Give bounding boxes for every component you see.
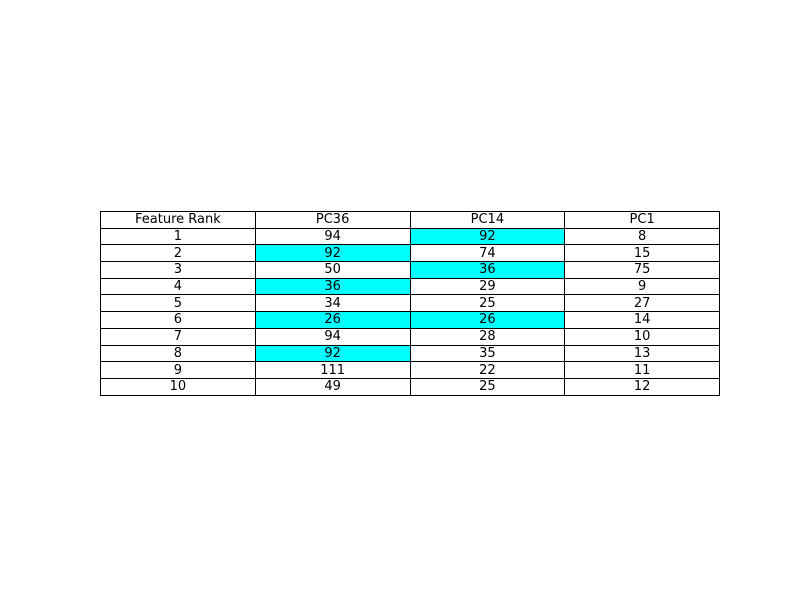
- table-row: 8 92 35 13: [100, 344, 720, 363]
- table-cell-pc36-row-10: 49: [254, 377, 411, 396]
- table-cell-pc1-row-6: 14: [564, 311, 720, 329]
- header-cell-pc14: PC14: [409, 211, 566, 229]
- table-cell-pc36-row-9: 111: [254, 361, 411, 379]
- table-cell-feature-rank-row-1: 1: [100, 227, 256, 246]
- table-cell-pc36-row-4: 36: [254, 277, 411, 296]
- table-row: 9 111 22 11: [100, 361, 720, 379]
- header-cell-pc36: PC36: [254, 211, 411, 229]
- table-cell-pc36-row-3: 50: [254, 261, 411, 279]
- table-cell-feature-rank-row-7: 7: [100, 327, 256, 346]
- table-cell-feature-rank-row-5: 5: [100, 294, 256, 313]
- table-cell-pc1-row-2: 15: [564, 244, 720, 263]
- table-body: 1 94 92 8 2 92 74 15 3 50 36 75 4 36 29 9 5 34 25 27 6 26 26 14…: [100, 227, 720, 396]
- table-cell-pc36-row-5: 34: [254, 294, 411, 313]
- table-cell-pc1-row-4: 9: [564, 277, 720, 296]
- header-row: Feature Rank PC36 PC14 PC1: [100, 211, 720, 229]
- header-cell-feature-rank: Feature Rank: [100, 211, 256, 229]
- table-cell-pc14-row-4: 29: [409, 277, 566, 296]
- table-cell-feature-rank-row-8: 8: [100, 344, 256, 363]
- table-row: 1 94 92 8: [100, 227, 720, 246]
- table-cell-feature-rank-row-2: 2: [100, 244, 256, 263]
- table-cell-feature-rank-row-10: 10: [100, 377, 256, 396]
- table-row: 2 92 74 15: [100, 244, 720, 263]
- table-cell-pc1-row-5: 27: [564, 294, 720, 313]
- table-cell-pc14-row-9: 22: [409, 361, 566, 379]
- table-cell-pc1-row-3: 75: [564, 261, 720, 279]
- table-cell-pc14-row-2: 74: [409, 244, 566, 263]
- header-cell-pc1: PC1: [564, 211, 720, 229]
- table-row: 4 36 29 9: [100, 277, 720, 296]
- table-cell-pc36-row-6: 26: [254, 311, 411, 329]
- table-cell-pc14-row-8: 35: [409, 344, 566, 363]
- table-cell-feature-rank-row-4: 4: [100, 277, 256, 296]
- feature-rank-table: Feature Rank PC36 PC14 PC1 1 94 92 8 2 92 74 15…: [100, 211, 720, 396]
- table-row: 3 50 36 75: [100, 261, 720, 279]
- table-row: 7 94 28 10: [100, 327, 720, 346]
- table-cell-pc1-row-9: 11: [564, 361, 720, 379]
- table-cell-pc36-row-2: 92: [254, 244, 411, 263]
- table-cell-feature-rank-row-6: 6: [100, 311, 256, 329]
- table-cell-feature-rank-row-3: 3: [100, 261, 256, 279]
- table-cell-pc1-row-10: 12: [564, 377, 720, 396]
- table-cell-pc1-row-1: 8: [564, 227, 720, 246]
- table-cell-pc1-row-7: 10: [564, 327, 720, 346]
- table-row: 5 34 25 27: [100, 294, 720, 313]
- table-cell-pc14-row-5: 25: [409, 294, 566, 313]
- table-cell-pc14-row-6: 26: [409, 311, 566, 329]
- table-cell-pc1-row-8: 13: [564, 344, 720, 363]
- table-cell-feature-rank-row-9: 9: [100, 361, 256, 379]
- table-cell-pc14-row-10: 25: [409, 377, 566, 396]
- table-cell-pc36-row-7: 94: [254, 327, 411, 346]
- table-cell-pc36-row-8: 92: [254, 344, 411, 363]
- table-cell-pc36-row-1: 94: [254, 227, 411, 246]
- table-cell-pc14-row-1: 92: [409, 227, 566, 246]
- table-cell-pc14-row-3: 36: [409, 261, 566, 279]
- table-cell-pc14-row-7: 28: [409, 327, 566, 346]
- table-row: 10 49 25 12: [100, 377, 720, 396]
- table-row: 6 26 26 14: [100, 311, 720, 329]
